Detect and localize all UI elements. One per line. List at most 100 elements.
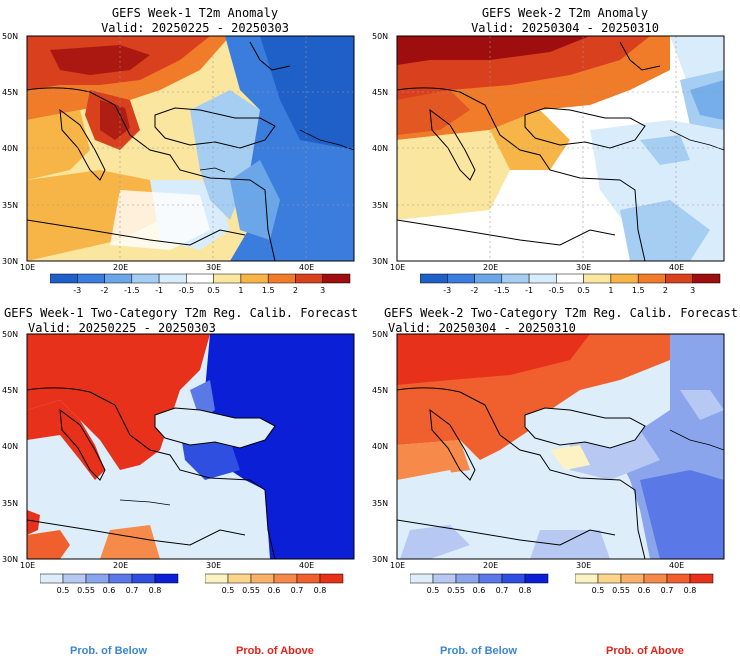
colorbar-tick-label: 0.7 xyxy=(496,586,509,595)
lon-label: 20E xyxy=(113,561,128,570)
colorbar-swatch xyxy=(478,573,503,584)
lon-label: 30E xyxy=(206,263,221,270)
colorbar-tick-label: 1.5 xyxy=(262,286,275,295)
lon-label: 20E xyxy=(113,263,128,270)
colorbar-tick-label: 0.8 xyxy=(519,586,532,595)
colorbar-swatch xyxy=(501,273,530,284)
colorbar-swatch xyxy=(295,273,323,284)
colorbar-tick-label: 0.55 xyxy=(77,586,95,595)
prob-above-label: Prob. of Above xyxy=(606,645,684,657)
lat-label: 50N xyxy=(372,32,388,41)
colorbar-swatch xyxy=(267,273,296,284)
colorbar-swatch xyxy=(154,573,179,584)
colorbar-swatch xyxy=(528,273,557,284)
colorbar-swatch xyxy=(296,573,321,584)
lon-label: 40E xyxy=(299,263,314,270)
colorbar-tick-label: 0.8 xyxy=(149,586,162,595)
colorbar-swatch xyxy=(583,273,612,284)
colorbar-tick-label: -1 xyxy=(525,286,533,295)
colorbar-swatch xyxy=(186,273,214,284)
lat-label: 50N xyxy=(2,330,18,339)
colorbar-tick-label: 0.8 xyxy=(684,586,697,595)
lat-label: 35N xyxy=(372,201,388,210)
colorbar-swatch xyxy=(610,273,639,284)
colorbar-swatch xyxy=(108,573,133,584)
colorbar-tick-label: 0.55 xyxy=(242,586,260,595)
colorbar-tick-label: 0.55 xyxy=(447,586,465,595)
colorbar-tick-label: 0.7 xyxy=(126,586,139,595)
colorbar-swatch xyxy=(501,573,526,584)
anomaly-colorbar-week1: -3 -2 -1.5 -1 -0.5 0.5 1 1.5 2 3 xyxy=(50,273,351,295)
colorbar-swatch xyxy=(410,573,434,584)
colorbar-swatch xyxy=(131,573,156,584)
colorbar-swatch xyxy=(420,273,448,284)
colorbar-swatch xyxy=(447,273,475,284)
colorbar-tick-label: 1 xyxy=(608,286,613,295)
colorbar-tick-label: -0.5 xyxy=(179,286,195,295)
colorbar-tick-label: -3 xyxy=(73,286,81,295)
lat-label: 30N xyxy=(2,555,18,564)
lon-label: 30E xyxy=(206,561,221,570)
colorbar-swatch xyxy=(131,273,160,284)
colorbar-tick-label: -1.5 xyxy=(124,286,140,295)
lat-label: 50N xyxy=(372,330,388,339)
colorbar-swatch xyxy=(85,573,110,584)
lat-label: 45N xyxy=(372,88,388,97)
colorbar-tick-label: 0.5 xyxy=(57,586,70,595)
colorbar-swatch xyxy=(40,573,64,584)
lat-label: 35N xyxy=(372,499,388,508)
lon-label: 10E xyxy=(390,263,405,270)
colorbar-swatch xyxy=(322,273,351,284)
colorbar-tick-label: -2 xyxy=(471,286,479,295)
lon-label: 40E xyxy=(299,561,314,570)
colorbar-swatch xyxy=(692,273,721,284)
colorbar-swatch xyxy=(50,273,78,284)
colorbar-swatch xyxy=(474,273,503,284)
lat-label: 50N xyxy=(2,32,18,41)
anomaly-colorbar-week2: -3 -2 -1.5 -1 -0.5 0.5 1 1.5 2 3 xyxy=(420,273,721,295)
colorbar-tick-label: -1 xyxy=(155,286,163,295)
colorbar-swatch xyxy=(62,573,87,584)
lat-label: 40N xyxy=(2,144,18,153)
lon-label: 30E xyxy=(576,263,591,270)
lon-label: 20E xyxy=(483,561,498,570)
lon-label: 10E xyxy=(20,561,35,570)
week1-anomaly-map: 50N 45N 40N 35N 30N 10E 20E 30E 40E xyxy=(2,32,355,270)
colorbar-swatch xyxy=(666,573,691,584)
lat-label: 30N xyxy=(372,555,388,564)
colorbar-tick-label: 3 xyxy=(690,286,695,295)
colorbar-tick-label: 0.5 xyxy=(577,286,590,295)
lon-label: 20E xyxy=(483,263,498,270)
week1-probability-map: 50N 45N 40N 35N 30N 10E 20E 30E 40E xyxy=(2,330,355,570)
panel2-title: GEFS Week-2 T2m Anomaly Valid: 20250304 -… xyxy=(471,6,659,35)
colorbar-swatch xyxy=(665,273,693,284)
colorbar-swatch xyxy=(575,573,599,584)
colorbar-tick-label: 0.6 xyxy=(473,586,486,595)
prob-above-label: Prob. of Above xyxy=(236,645,314,657)
colorbar-swatch xyxy=(620,573,645,584)
colorbar-tick-label: 0.6 xyxy=(103,586,116,595)
lat-label: 40N xyxy=(2,442,18,451)
colorbar-swatch xyxy=(240,273,269,284)
colorbar-swatch xyxy=(455,573,480,584)
colorbar-swatch xyxy=(637,273,666,284)
panel3-title: GEFS Week-1 Two-Category T2m Reg. Calib.… xyxy=(4,306,359,335)
lat-label: 45N xyxy=(372,386,388,395)
colorbar-tick-label: 2 xyxy=(293,286,298,295)
colorbar-tick-label: -0.5 xyxy=(549,286,565,295)
lat-label: 45N xyxy=(2,386,18,395)
colorbar-tick-label: 3 xyxy=(320,286,325,295)
week2-probability-map: 50N 45N 40N 35N 30N 10E 20E 30E 40E xyxy=(372,330,725,570)
below-colorbar-week1: 0.5 0.55 0.6 0.7 0.8 xyxy=(40,573,179,595)
colorbar-swatch xyxy=(689,573,714,584)
below-colorbar-week2: 0.5 0.55 0.6 0.7 0.8 xyxy=(410,573,549,595)
colorbar-tick-label: 0.6 xyxy=(638,586,651,595)
lat-label: 35N xyxy=(2,499,18,508)
lat-label: 40N xyxy=(372,144,388,153)
colorbar-swatch xyxy=(643,573,668,584)
lat-label: 40N xyxy=(372,442,388,451)
lon-label: 30E xyxy=(576,561,591,570)
lat-label: 45N xyxy=(2,88,18,97)
colorbar-tick-label: 0.6 xyxy=(268,586,281,595)
colorbar-swatch xyxy=(597,573,622,584)
